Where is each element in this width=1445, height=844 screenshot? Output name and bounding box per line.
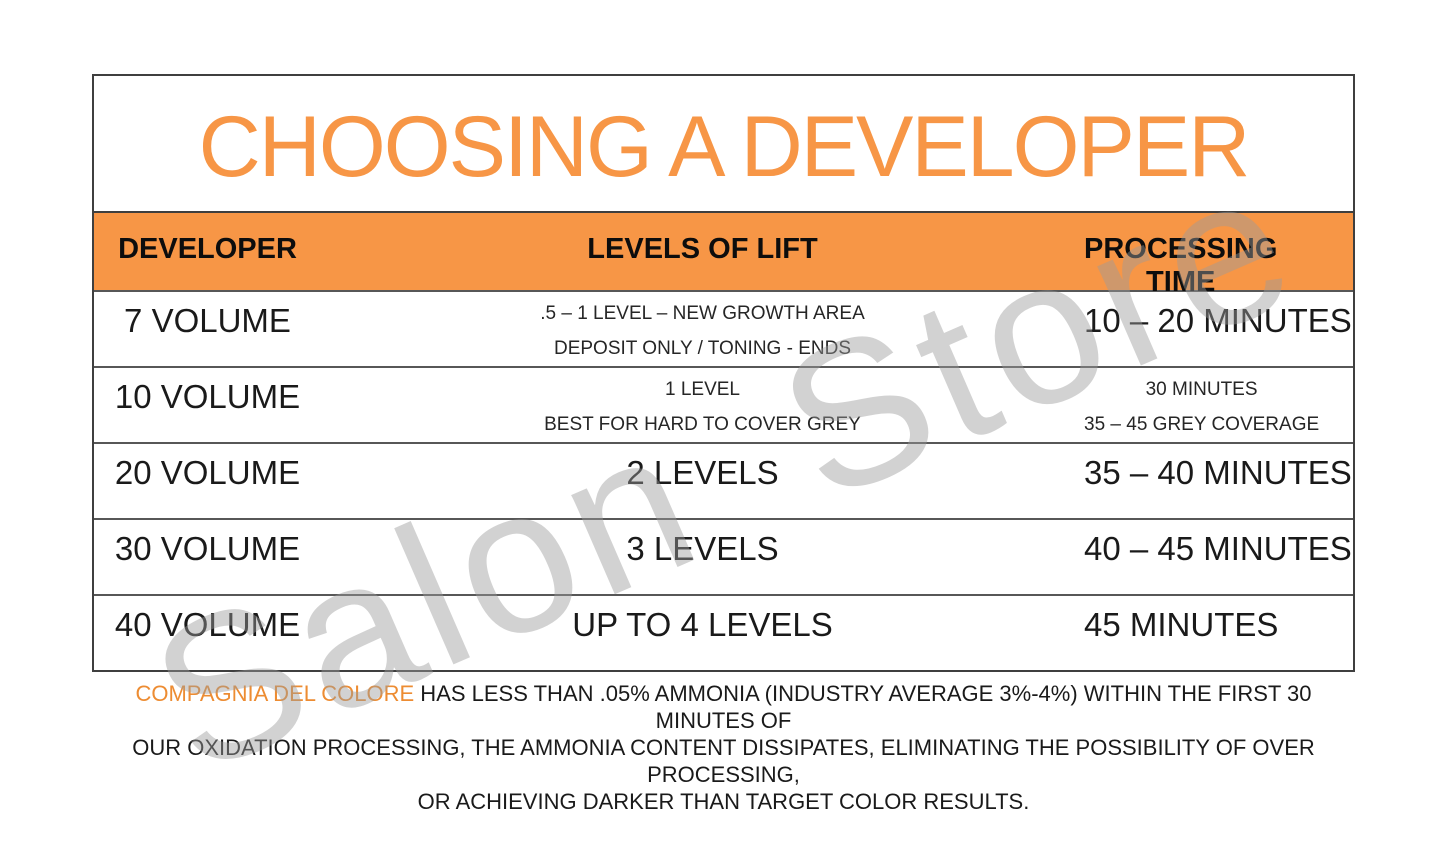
lift-primary-text: 3 LEVELS [626,530,779,567]
lift-primary-text: .5 – 1 LEVEL – NEW GROWTH AREA [540,303,865,324]
time-cell: 30 MINUTES 35 – 45 GREY COVERAGE [1084,368,1399,442]
lift-cell: 1 LEVEL BEST FOR HARD TO COVER GREY [321,368,1084,442]
table-row-30-volume: 30 VOLUME 3 LEVELS 40 – 45 MINUTES [94,518,1353,594]
developer-text: 40 VOLUME [114,606,301,643]
lift-secondary-text: BEST FOR HARD TO COVER GREY [544,414,861,435]
developer-cell: 20 VOLUME [94,444,321,518]
footnote: COMPAGNIA DEL COLORE HAS LESS THAN .05% … [92,680,1355,815]
developer-cell: 10 VOLUME [94,368,321,442]
header-cell-processing-time: PROCESSING TIME [1084,233,1278,298]
header-cell-levels-of-lift: LEVELS OF LIFT [587,233,818,265]
lift-cell: UP TO 4 LEVELS [321,596,1084,670]
table-row-40-volume: 40 VOLUME UP TO 4 LEVELS 45 MINUTES [94,594,1353,670]
lift-primary-text: 1 LEVEL [665,379,740,400]
table-header-row: DEVELOPER LEVELS OF LIFT PROCESSING TIME [94,211,1353,298]
lift-cell: .5 – 1 LEVEL – NEW GROWTH AREA DEPOSIT O… [321,292,1084,366]
footnote-line-1: COMPAGNIA DEL COLORE HAS LESS THAN .05% … [92,680,1355,734]
header-cell-developer: DEVELOPER [118,233,297,265]
lift-secondary-text: DEPOSIT ONLY / TONING - ENDS [553,338,852,359]
footnote-line-1-text: HAS LESS THAN .05% AMMONIA (INDUSTRY AVE… [414,681,1312,733]
developer-cell: 7 VOLUME [94,292,321,366]
time-cell: 35 – 40 MINUTES [1084,444,1432,518]
footnote-line-2: OUR OXIDATION PROCESSING, THE AMMONIA CO… [132,735,1315,787]
lift-primary-text: 2 LEVELS [626,454,779,491]
developer-text: 10 VOLUME [114,378,301,415]
title-row: CHOOSING A DEVELOPER [94,76,1353,211]
developer-cell: 30 VOLUME [94,520,321,594]
lift-primary-text: UP TO 4 LEVELS [572,606,833,643]
time-primary-text: 30 MINUTES [1145,379,1258,400]
developer-chart-sheet: CHOOSING A DEVELOPER DEVELOPER LEVELS OF… [92,74,1355,672]
table-row-20-volume: 20 VOLUME 2 LEVELS 35 – 40 MINUTES [94,442,1353,518]
developer-text: 20 VOLUME [114,454,301,491]
time-text: 35 – 40 MINUTES [1084,454,1352,491]
footnote-line-3: OR ACHIEVING DARKER THAN TARGET COLOR RE… [417,789,1030,814]
time-secondary-text: 35 – 45 GREY COVERAGE [1084,414,1320,435]
time-cell: 10 – 20 MINUTES [1084,292,1432,366]
lift-cell: 3 LEVELS [321,520,1084,594]
time-text: 40 – 45 MINUTES [1084,530,1352,567]
developer-text: 30 VOLUME [114,530,301,567]
time-cell: 40 – 45 MINUTES [1084,520,1432,594]
developer-cell: 40 VOLUME [94,596,321,670]
brand-name: COMPAGNIA DEL COLORE [135,681,415,706]
lift-cell: 2 LEVELS [321,444,1084,518]
page-title: CHOOSING A DEVELOPER [198,99,1251,195]
table-row-10-volume: 10 VOLUME 1 LEVEL BEST FOR HARD TO COVER… [94,366,1353,442]
developer-text: 7 VOLUME [124,302,291,339]
time-text: 45 MINUTES [1084,606,1279,643]
time-cell: 45 MINUTES [1084,596,1358,670]
table-row-7-volume: 7 VOLUME .5 – 1 LEVEL – NEW GROWTH AREA … [94,290,1353,366]
time-text: 10 – 20 MINUTES [1084,302,1352,339]
